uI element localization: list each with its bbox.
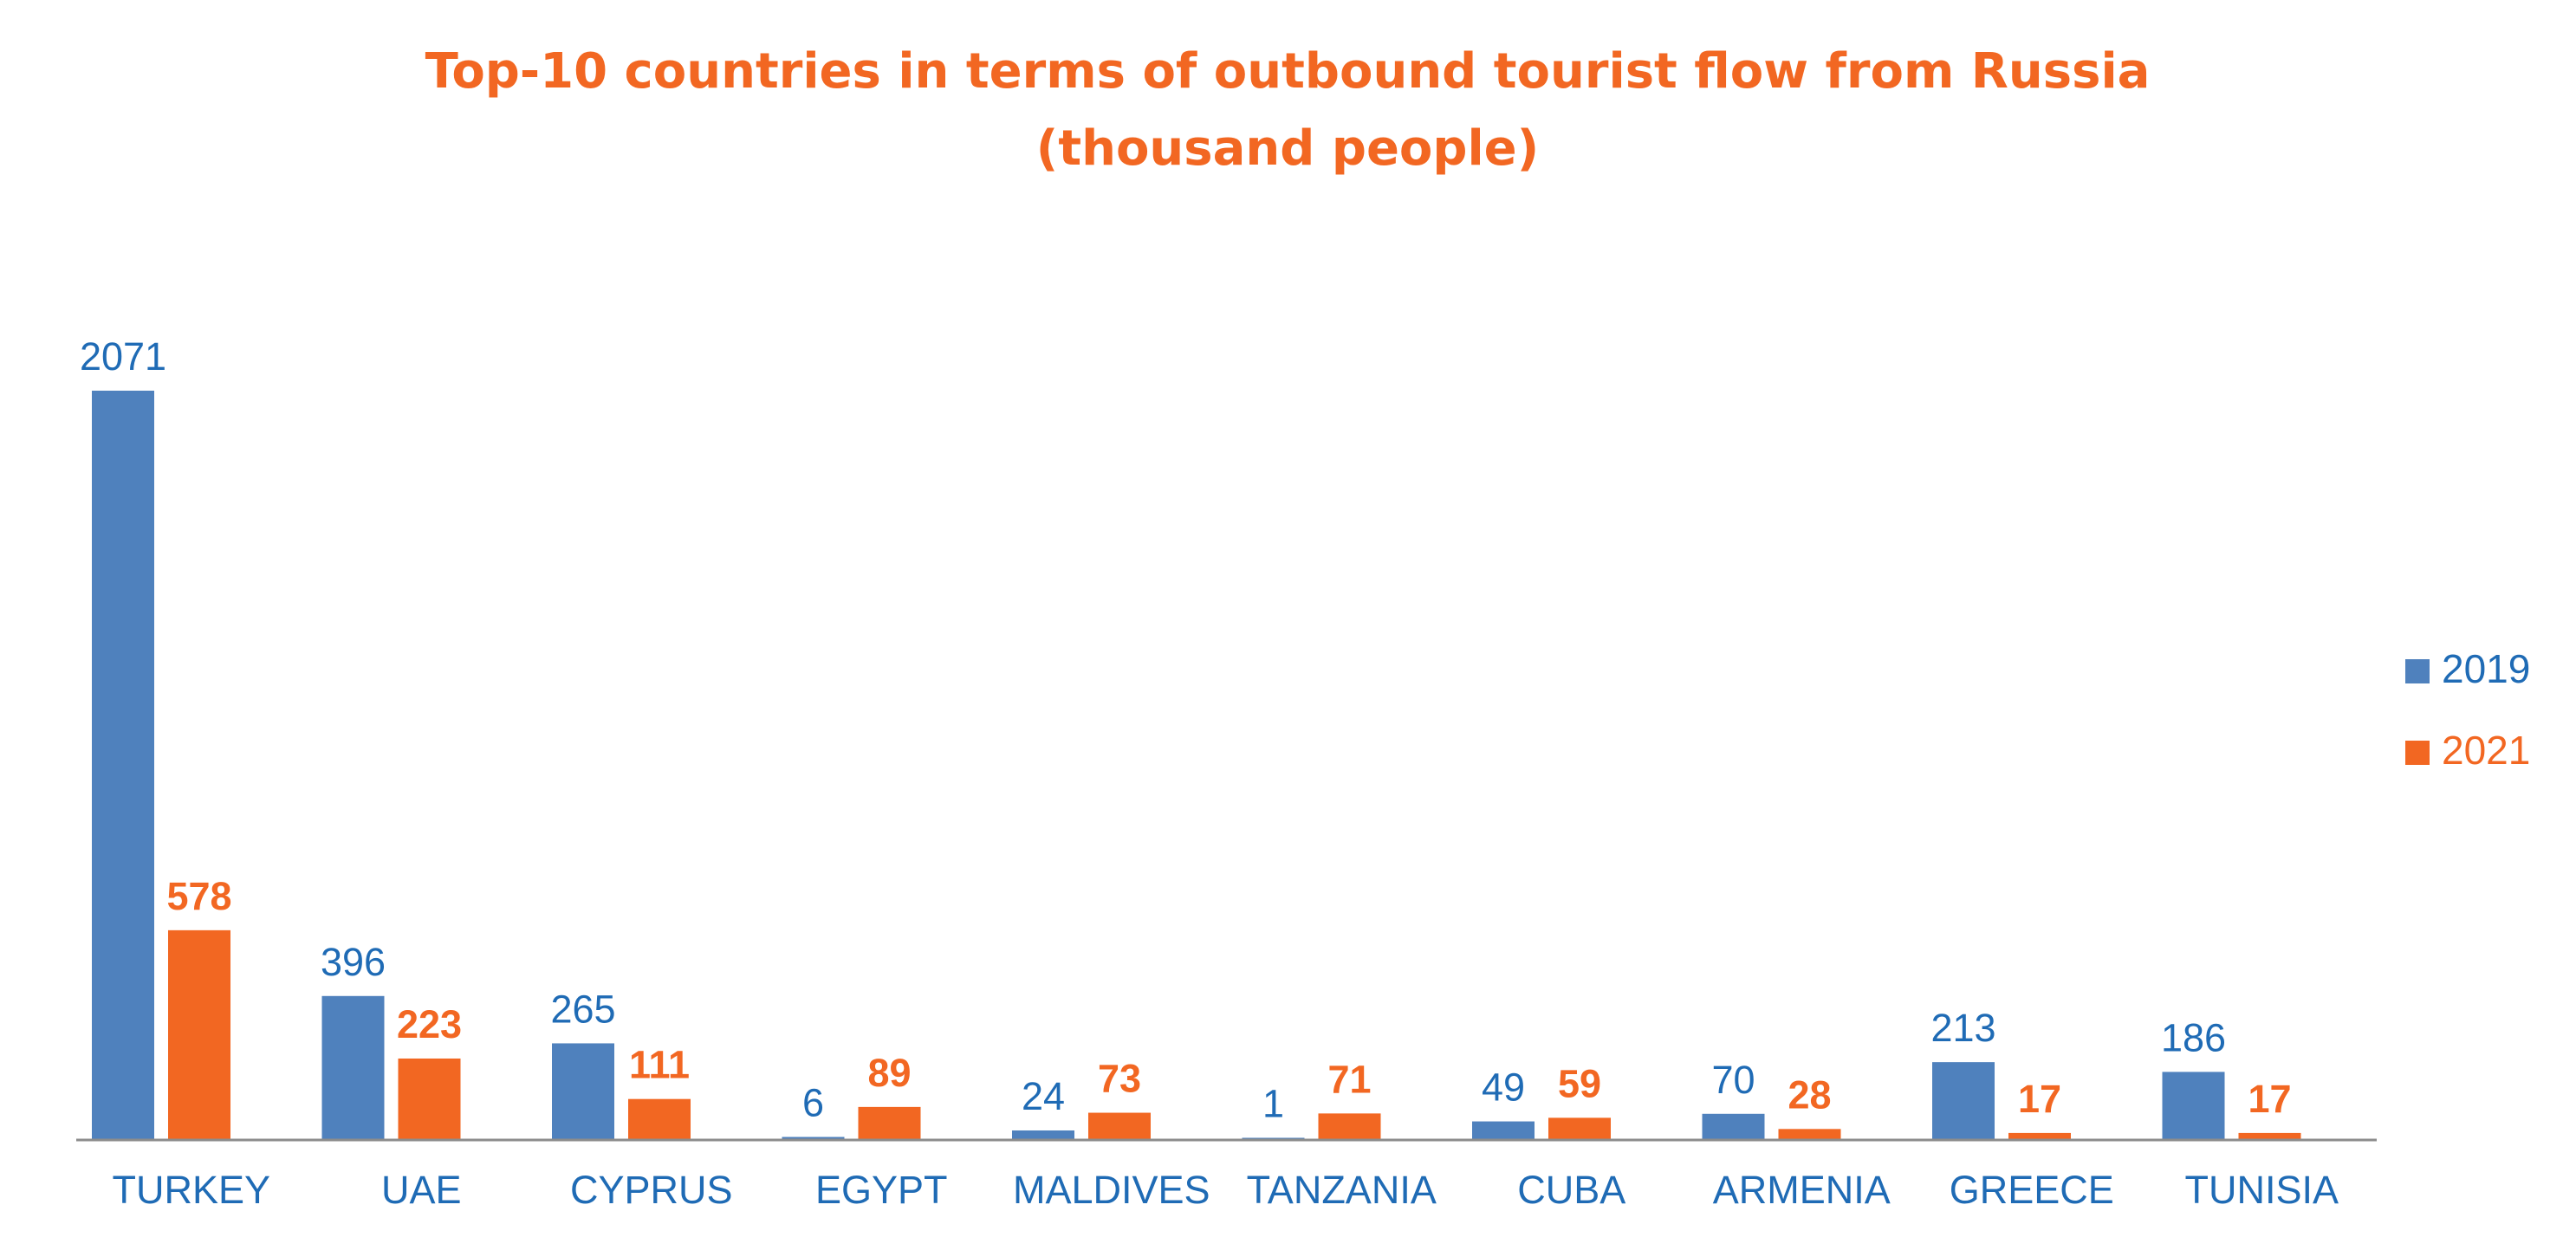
value-label-2019-turkey: 2071 <box>80 334 166 379</box>
legend-label-2019: 2019 <box>2442 646 2530 691</box>
value-label-2019-tunisia: 186 <box>2161 1015 2226 1059</box>
bar-2019-egypt <box>782 1137 845 1139</box>
bar-2021-maldives <box>1088 1112 1151 1139</box>
category-label-cyprus: CYPRUS <box>570 1168 733 1212</box>
value-label-2019-cyprus: 265 <box>550 987 615 1031</box>
bar-2021-cyprus <box>628 1098 691 1139</box>
bar-2019-turkey <box>92 391 154 1139</box>
category-group-tunisia: 186 17 TUNISIA <box>2161 1015 2339 1212</box>
value-label-2019-cuba: 49 <box>1482 1065 1525 1110</box>
value-label-2019-uae: 396 <box>321 940 386 984</box>
bar-2021-uae <box>398 1058 461 1139</box>
category-group-egypt: 6 89 EGYPT <box>782 1051 948 1212</box>
bar-2021-tunisia <box>2238 1132 2301 1139</box>
category-label-uae: UAE <box>381 1168 462 1212</box>
bar-2021-greece <box>2008 1132 2071 1139</box>
value-label-2019-greece: 213 <box>1930 1006 1995 1050</box>
value-label-2019-armenia: 70 <box>1711 1058 1755 1102</box>
value-label-2021-egypt: 89 <box>867 1051 911 1095</box>
value-label-2021-tanzania: 71 <box>1327 1057 1371 1101</box>
category-group-cyprus: 265 111 CYPRUS <box>550 987 732 1212</box>
chart-title: Top-10 countries in terms of outbound to… <box>425 43 2151 100</box>
bar-2021-armenia <box>1778 1129 1841 1139</box>
category-group-armenia: 70 28 ARMENIA <box>1702 1058 1891 1212</box>
legend-item-2021: 2021 <box>2405 728 2530 773</box>
bar-2019-tunisia <box>2162 1072 2225 1139</box>
category-label-greece: GREECE <box>1950 1168 2114 1212</box>
value-label-2021-turkey: 578 <box>166 874 231 918</box>
value-label-2021-cuba: 59 <box>1558 1061 1601 1105</box>
value-label-2021-cyprus: 111 <box>629 1043 690 1087</box>
bar-2021-cuba <box>1548 1117 1611 1139</box>
bar-2019-cyprus <box>552 1043 614 1139</box>
chart-subtitle: (thousand people) <box>1036 120 1540 177</box>
bar-2019-cuba <box>1472 1121 1535 1139</box>
value-label-2021-uae: 223 <box>397 1002 462 1046</box>
category-group-maldives: 24 73 MALDIVES <box>1012 1057 1210 1212</box>
category-label-armenia: ARMENIA <box>1713 1168 1891 1212</box>
category-group-turkey: 2071 578 TURKEY <box>80 334 270 1212</box>
category-label-turkey: TURKEY <box>112 1168 270 1212</box>
value-label-2019-maldives: 24 <box>1022 1074 1065 1118</box>
bar-2021-egypt <box>858 1106 921 1139</box>
legend-item-2019: 2019 <box>2405 646 2530 691</box>
value-label-2021-greece: 17 <box>2018 1077 2061 1121</box>
category-label-tunisia: TUNISIA <box>2184 1168 2339 1212</box>
value-label-2021-armenia: 28 <box>1788 1072 1831 1117</box>
category-label-egypt: EGYPT <box>815 1168 948 1212</box>
legend-swatch-2021 <box>2405 741 2430 765</box>
value-label-2019-egypt: 6 <box>802 1080 824 1124</box>
category-group-cuba: 49 59 CUBA <box>1472 1061 1625 1212</box>
bar-2019-greece <box>1932 1062 1995 1139</box>
legend-label-2021: 2021 <box>2442 728 2530 773</box>
category-label-maldives: MALDIVES <box>1013 1168 1210 1212</box>
bar-2019-uae <box>321 995 385 1139</box>
value-label-2021-maldives: 73 <box>1098 1057 1141 1101</box>
bar-2019-maldives <box>1012 1130 1074 1139</box>
legend-swatch-2019 <box>2405 659 2430 683</box>
bar-2021-turkey <box>168 929 230 1139</box>
category-group-tanzania: 1 71 TANZANIA <box>1242 1057 1437 1212</box>
bar-2021-tanzania <box>1318 1113 1381 1139</box>
value-label-2021-tunisia: 17 <box>2248 1077 2291 1121</box>
category-group-greece: 213 17 GREECE <box>1930 1006 2113 1212</box>
legend: 2019 2021 <box>2405 646 2530 773</box>
bar-2019-tanzania <box>1242 1137 1305 1139</box>
category-label-tanzania: TANZANIA <box>1247 1168 1437 1212</box>
value-label-2019-tanzania: 1 <box>1262 1082 1284 1126</box>
category-label-cuba: CUBA <box>1517 1168 1625 1212</box>
bar-2019-armenia <box>1702 1113 1765 1139</box>
